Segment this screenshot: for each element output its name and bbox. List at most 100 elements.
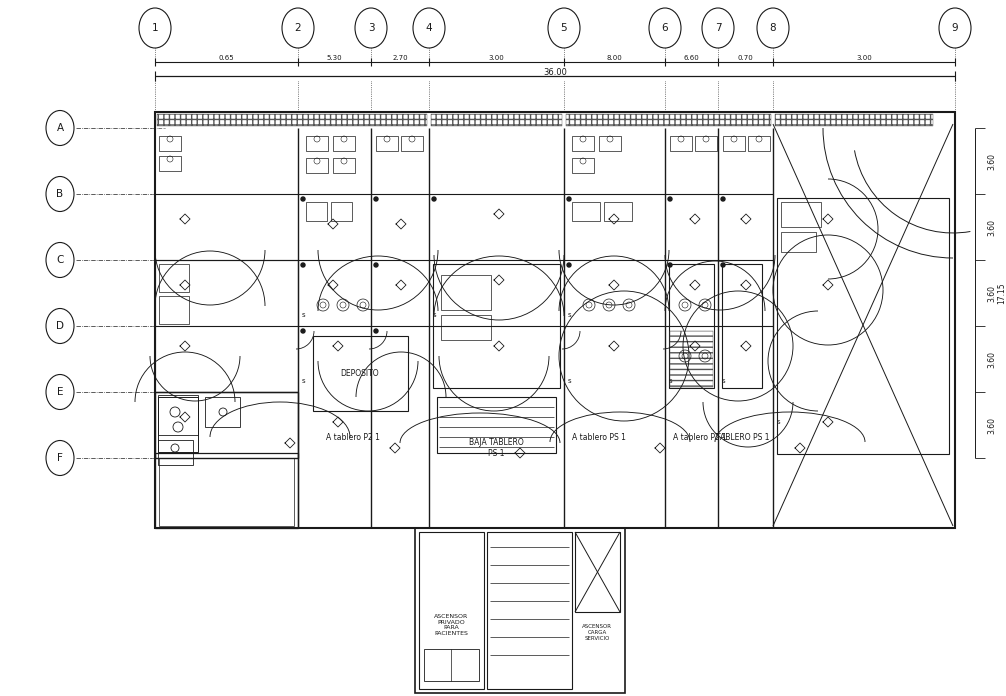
Text: 2: 2 — [295, 23, 302, 33]
Text: 36.00: 36.00 — [543, 68, 567, 77]
Text: 1: 1 — [152, 23, 158, 33]
Bar — [723, 136, 745, 151]
Bar — [331, 202, 352, 221]
Text: 3.00: 3.00 — [488, 55, 504, 61]
Text: s: s — [567, 312, 570, 318]
Circle shape — [301, 263, 305, 267]
Text: 0.70: 0.70 — [737, 55, 752, 61]
Bar — [333, 136, 355, 151]
Text: 3.60: 3.60 — [987, 152, 996, 170]
Bar — [306, 158, 328, 173]
Ellipse shape — [355, 8, 387, 48]
Text: 2.70: 2.70 — [392, 55, 407, 61]
Bar — [433, 264, 560, 388]
Ellipse shape — [757, 8, 789, 48]
Bar — [781, 202, 821, 227]
Circle shape — [374, 329, 378, 333]
Ellipse shape — [939, 8, 971, 48]
Bar — [695, 136, 717, 151]
Circle shape — [567, 197, 571, 201]
Text: 3: 3 — [367, 23, 374, 33]
Bar — [572, 158, 594, 173]
Text: 3.60: 3.60 — [987, 416, 996, 434]
Circle shape — [668, 197, 672, 201]
Bar — [575, 532, 620, 612]
Text: TABLERO PS 1: TABLERO PS 1 — [716, 432, 770, 441]
Text: 17.15: 17.15 — [997, 282, 1006, 304]
Bar — [159, 458, 294, 526]
Bar — [376, 136, 398, 151]
Ellipse shape — [282, 8, 314, 48]
Bar — [401, 136, 423, 151]
Circle shape — [721, 197, 725, 201]
Bar — [775, 114, 933, 126]
Text: ASCENSOR
CARGA
SERVICIO: ASCENSOR CARGA SERVICIO — [582, 624, 612, 640]
Bar — [155, 453, 298, 528]
Text: DEPOSITO: DEPOSITO — [341, 368, 379, 377]
Bar — [420, 532, 484, 689]
Ellipse shape — [46, 374, 74, 409]
Circle shape — [567, 263, 571, 267]
Ellipse shape — [46, 111, 74, 145]
Ellipse shape — [139, 8, 171, 48]
Bar — [431, 114, 562, 126]
Text: s: s — [567, 378, 570, 384]
Text: 8: 8 — [770, 23, 777, 33]
Text: s: s — [777, 419, 780, 425]
Bar — [487, 532, 572, 689]
Bar — [158, 397, 198, 452]
Bar — [722, 264, 762, 388]
Bar — [437, 397, 556, 453]
Text: BAJA TABLERO
PS 1: BAJA TABLERO PS 1 — [469, 438, 523, 458]
Text: 3.00: 3.00 — [856, 55, 872, 61]
Bar — [415, 528, 625, 693]
Text: 0.65: 0.65 — [218, 55, 233, 61]
Bar — [441, 315, 491, 340]
Ellipse shape — [46, 242, 74, 278]
Text: s: s — [668, 378, 672, 384]
Bar — [158, 395, 198, 435]
Text: F: F — [57, 453, 63, 463]
Text: 3.60: 3.60 — [987, 285, 996, 301]
Text: 7: 7 — [714, 23, 721, 33]
Ellipse shape — [548, 8, 580, 48]
Bar — [441, 275, 491, 310]
Text: 4: 4 — [426, 23, 433, 33]
Text: D: D — [56, 321, 64, 331]
Circle shape — [374, 263, 378, 267]
Text: s: s — [433, 312, 436, 318]
Bar — [159, 296, 189, 324]
Ellipse shape — [649, 8, 681, 48]
Circle shape — [301, 329, 305, 333]
Bar — [604, 202, 632, 221]
Bar — [306, 202, 327, 221]
Bar — [777, 198, 949, 454]
Bar — [157, 114, 427, 126]
Bar — [159, 136, 181, 151]
Circle shape — [432, 197, 436, 201]
Bar — [424, 649, 479, 681]
Bar — [155, 260, 298, 392]
Text: ASCENSOR
PRIVADO
PARA
PACIENTES: ASCENSOR PRIVADO PARA PACIENTES — [434, 614, 468, 636]
Text: s: s — [301, 312, 305, 318]
Bar — [781, 232, 816, 252]
Text: A tablero P2 1: A tablero P2 1 — [326, 432, 380, 441]
Bar — [333, 158, 355, 173]
Bar — [155, 112, 955, 528]
Bar — [306, 136, 328, 151]
Text: A tablero PS 1: A tablero PS 1 — [572, 432, 626, 441]
Text: s: s — [721, 378, 724, 384]
Text: 5: 5 — [560, 23, 567, 33]
Text: B: B — [56, 189, 63, 199]
Text: 6.60: 6.60 — [683, 55, 699, 61]
Bar — [572, 202, 600, 221]
Circle shape — [374, 197, 378, 201]
Text: 6: 6 — [662, 23, 668, 33]
Ellipse shape — [46, 177, 74, 212]
Text: 3.60: 3.60 — [987, 351, 996, 367]
Text: 5.30: 5.30 — [326, 55, 342, 61]
Ellipse shape — [46, 308, 74, 344]
Bar — [313, 336, 408, 411]
Bar — [158, 440, 193, 465]
Bar — [205, 397, 240, 427]
